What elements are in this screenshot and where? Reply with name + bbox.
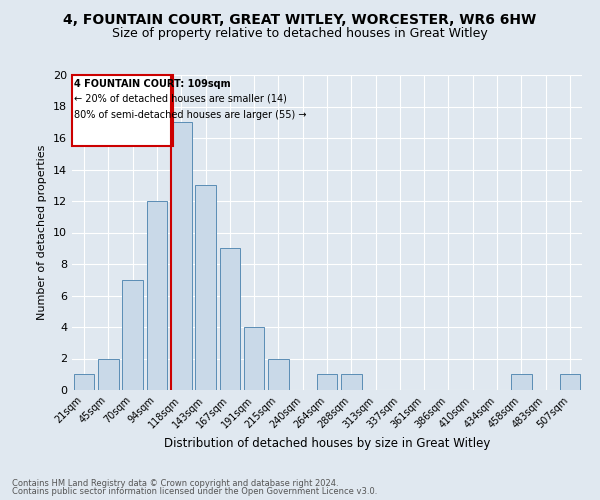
Bar bbox=[268, 358, 289, 390]
Text: ← 20% of detached houses are smaller (14): ← 20% of detached houses are smaller (14… bbox=[74, 94, 287, 104]
Bar bbox=[220, 248, 240, 390]
Bar bbox=[511, 374, 532, 390]
Bar bbox=[195, 185, 216, 390]
Text: Contains public sector information licensed under the Open Government Licence v3: Contains public sector information licen… bbox=[12, 487, 377, 496]
Bar bbox=[98, 358, 119, 390]
Text: 4 FOUNTAIN COURT: 109sqm: 4 FOUNTAIN COURT: 109sqm bbox=[74, 79, 230, 89]
Y-axis label: Number of detached properties: Number of detached properties bbox=[37, 145, 47, 320]
Text: 80% of semi-detached houses are larger (55) →: 80% of semi-detached houses are larger (… bbox=[74, 110, 307, 120]
Text: Contains HM Land Registry data © Crown copyright and database right 2024.: Contains HM Land Registry data © Crown c… bbox=[12, 478, 338, 488]
Bar bbox=[341, 374, 362, 390]
Text: Size of property relative to detached houses in Great Witley: Size of property relative to detached ho… bbox=[112, 28, 488, 40]
Bar bbox=[244, 327, 265, 390]
Bar bbox=[171, 122, 191, 390]
Bar bbox=[74, 374, 94, 390]
FancyBboxPatch shape bbox=[72, 75, 173, 146]
Bar bbox=[560, 374, 580, 390]
X-axis label: Distribution of detached houses by size in Great Witley: Distribution of detached houses by size … bbox=[164, 436, 490, 450]
Bar bbox=[122, 280, 143, 390]
Text: 4, FOUNTAIN COURT, GREAT WITLEY, WORCESTER, WR6 6HW: 4, FOUNTAIN COURT, GREAT WITLEY, WORCEST… bbox=[64, 12, 536, 26]
Bar bbox=[317, 374, 337, 390]
Bar bbox=[146, 201, 167, 390]
